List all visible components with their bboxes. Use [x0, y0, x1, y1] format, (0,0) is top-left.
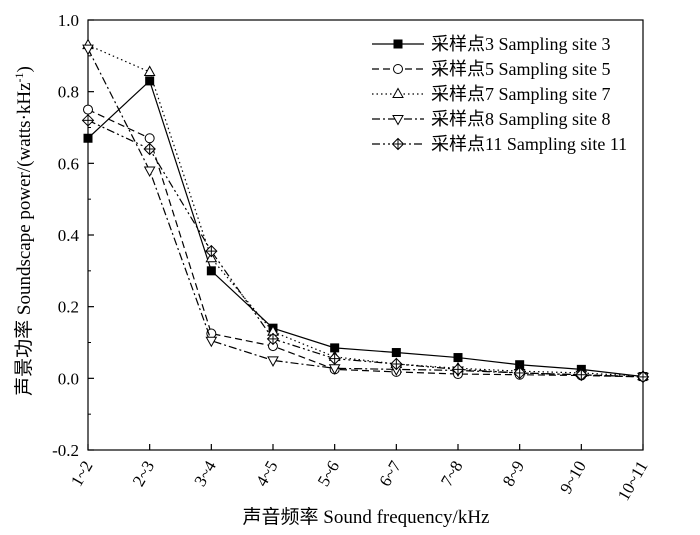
y-tick-label: 0.8: [58, 83, 79, 102]
y-tick-label: 0.4: [58, 226, 80, 245]
x-tick-label: 9~10: [556, 457, 590, 497]
data-point: [453, 353, 463, 363]
y-axis-title-close: ): [14, 66, 35, 72]
data-point: [143, 65, 156, 76]
data-point: [328, 352, 341, 365]
x-axis: 1~2 2~3 3~4 4~5 5~6 6~7 7~8 8~9 9~10 10~11: [67, 444, 652, 504]
x-tick-label: 10~11: [614, 457, 652, 503]
data-point: [143, 142, 156, 156]
series-line: [87, 119, 644, 378]
y-axis-title-superscript: -1: [12, 72, 26, 82]
data-point: [392, 115, 404, 126]
x-tick-label: 2~3: [129, 457, 159, 489]
data-point: [145, 76, 155, 86]
y-tick-label: 1.0: [58, 11, 79, 30]
legend-item: 采样点3 Sampling site 3: [372, 34, 611, 54]
data-point: [82, 44, 94, 56]
y-axis: -0.2 0.0 0.2 0.4 0.6 0.8 1.0: [52, 11, 94, 460]
data-point: [575, 368, 588, 381]
y-tick-label: 0.6: [58, 154, 79, 173]
data-point: [451, 363, 465, 376]
legend-item: 采样点5 Sampling site 5: [372, 59, 611, 79]
series-line: [87, 109, 644, 378]
series-layer: [81, 38, 650, 384]
data-point: [636, 370, 650, 384]
legend-label: 采样点8 Sampling site 8: [431, 109, 611, 129]
x-tick-label: 5~6: [314, 457, 344, 489]
data-point: [205, 244, 218, 258]
data-point: [143, 166, 156, 178]
legend-label: 采样点7 Sampling site 7: [431, 84, 611, 104]
y-tick-label: 0.2: [58, 298, 79, 317]
x-tick-label: 4~5: [252, 457, 282, 489]
y-axis-title-main: 声景功率 Soundscape power/(watts·kHz: [13, 82, 35, 395]
x-tick-label: 7~8: [437, 457, 467, 489]
data-point: [391, 137, 405, 151]
x-tick-label: 8~9: [499, 457, 529, 489]
data-point: [205, 336, 218, 348]
y-tick-label: 0.0: [58, 369, 79, 388]
y-axis-title: 声景功率 Soundscape power/(watts·kHz-1): [12, 66, 35, 396]
series-5: [81, 114, 650, 384]
data-point: [391, 348, 401, 358]
data-point: [393, 39, 403, 49]
data-point: [206, 266, 216, 276]
y-tick-label: -0.2: [52, 441, 79, 460]
legend-label: 采样点3 Sampling site 3: [431, 34, 611, 54]
x-axis-title: 声音频率 Sound frequency/kHz: [243, 506, 490, 528]
x-tick-label: 3~4: [190, 457, 220, 490]
legend-label: 采样点5 Sampling site 5: [431, 59, 611, 79]
data-point: [83, 104, 93, 115]
legend-item: 采样点8 Sampling site 8: [372, 109, 611, 129]
data-point: [390, 357, 403, 371]
data-point: [144, 133, 155, 144]
data-point: [266, 332, 280, 346]
legend-label: 采样点11 Sampling site 11: [431, 134, 627, 154]
data-point: [83, 133, 93, 143]
series-line: [87, 79, 644, 378]
data-point: [267, 356, 279, 367]
data-point: [393, 64, 403, 74]
data-point: [513, 366, 526, 380]
series-line: [87, 48, 644, 378]
legend-item: 采样点7 Sampling site 7: [372, 84, 611, 104]
legend: 采样点3 Sampling site 3 采样点5 Sampling site 5…: [372, 34, 627, 154]
x-tick-label: 1~2: [67, 457, 97, 489]
data-point: [81, 114, 95, 127]
data-point: [392, 87, 404, 98]
x-tick-label: 6~7: [375, 457, 405, 490]
legend-item: 采样点11 Sampling site 11: [372, 134, 627, 154]
